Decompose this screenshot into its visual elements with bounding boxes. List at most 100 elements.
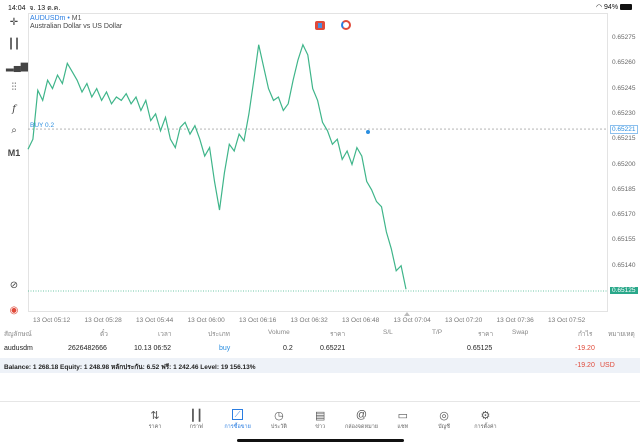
chart-type-icon[interactable]: ┃┃ — [7, 39, 21, 50]
function-icon[interactable]: f — [12, 104, 16, 115]
balance-bar: Balance: 1 268.18 Equity: 1 248.98 หลักป… — [0, 358, 640, 373]
nav-label: กราฟ — [189, 424, 203, 430]
x-tick-label: 13 Oct 07:20 — [445, 317, 483, 324]
position-current-price: 0.65125 — [467, 345, 493, 352]
nav-label: ราคา — [148, 424, 162, 430]
x-tick-label: 13 Oct 06:48 — [342, 317, 380, 324]
account-icon: ◎ — [439, 410, 449, 422]
nav-divider — [0, 401, 640, 402]
y-tick-label: 0.65275 — [612, 34, 636, 41]
x-tick-label: 13 Oct 06:00 — [187, 317, 225, 324]
x-tick-label: 13 Oct 05:44 — [136, 317, 174, 324]
y-tick-label: 0.65185 — [612, 185, 636, 193]
indicators-icon[interactable]: ▂▄▆ — [6, 61, 29, 72]
y-tick-label: 0.65140 — [612, 261, 636, 269]
order-entry-marker[interactable] — [366, 130, 370, 134]
chat-icon: ▭ — [397, 410, 408, 422]
order-line-label[interactable]: BUY 0.2 — [30, 122, 55, 129]
wifi-icon: ◠ — [595, 4, 603, 11]
current-price-label: 0.65125 — [610, 287, 638, 294]
y-tick-label: 0.65260 — [612, 59, 636, 67]
crosshair-icon[interactable]: ✛ — [9, 17, 19, 28]
currency: USD — [600, 362, 615, 369]
y-tick-label: 0.65170 — [612, 211, 636, 219]
timeframe: M1 — [71, 15, 82, 22]
column-header[interactable]: กำไร — [578, 331, 593, 338]
nav-account[interactable]: ◎ บัญชี — [424, 409, 464, 431]
column-header[interactable]: เวลา — [158, 331, 172, 338]
battery-icon — [620, 4, 632, 11]
y-tick-label: 0.65200 — [612, 160, 636, 168]
position-volume: 0.2 — [283, 345, 293, 352]
symbol-description: Australian Dollar vs US Dollar — [30, 23, 123, 30]
nav-mailbox[interactable]: @ กล่องจดหมาย — [342, 409, 382, 431]
trade-panel-icon[interactable]: ◉ — [9, 305, 19, 316]
nav-news[interactable]: ▤ ข่าว — [300, 409, 340, 431]
column-header[interactable]: ราคา — [478, 331, 494, 338]
position-type: buy — [219, 345, 231, 352]
x-tick-label: 13 Oct 05:12 — [33, 317, 71, 324]
column-header[interactable]: สัญลักษณ์ — [4, 331, 32, 338]
status-right: ◠ 94% — [596, 3, 632, 11]
date: จ. 13 ต.ค. — [29, 5, 61, 12]
nav-label: บัญชี — [438, 424, 451, 430]
x-tick-label: 13 Oct 07:04 — [393, 317, 431, 324]
order-price-label: 0.65221 — [610, 125, 638, 134]
y-tick-label: 0.65155 — [612, 236, 636, 244]
x-tick-label: 13 Oct 06:32 — [290, 317, 328, 324]
chart-title: AUDUSDm • M1 — [30, 15, 81, 22]
battery-level: 94% — [604, 4, 619, 11]
column-header[interactable]: S/L — [383, 329, 393, 336]
mailbox-icon: @ — [355, 409, 368, 421]
trade-icon: ⟋ — [232, 409, 244, 420]
nav-chart[interactable]: ┃┃ กราฟ — [176, 409, 216, 431]
column-header[interactable]: ตั๋ว — [100, 331, 108, 338]
zoom-chart-icon[interactable]: ⊘ — [9, 280, 19, 291]
x-tick-label: 13 Oct 05:28 — [84, 317, 122, 324]
position-ticket: 2626482666 — [68, 345, 107, 352]
column-header[interactable]: หมายเหตุ — [608, 331, 635, 338]
nav-settings[interactable]: ⚙ การตั้งค่า — [465, 409, 505, 431]
separator: • — [67, 15, 70, 22]
position-symbol[interactable]: audusdm — [4, 345, 33, 352]
position-time: 10.13 06:52 — [134, 345, 171, 352]
signals-icon[interactable] — [341, 20, 351, 30]
nav-label: การตั้งค่า — [474, 424, 497, 430]
nav-quotes[interactable]: ⇅ ราคา — [135, 409, 175, 431]
position-open-price: 0.65221 — [320, 345, 346, 352]
timeframe-button[interactable]: M1 — [7, 148, 21, 158]
column-header[interactable]: Swap — [512, 329, 529, 336]
x-tick-label: 13 Oct 06:16 — [239, 317, 277, 324]
settings-icon: ⚙ — [480, 410, 491, 422]
column-header[interactable]: ราคา — [330, 331, 346, 338]
nav-history[interactable]: ◷ ประวัติ — [259, 409, 299, 431]
column-header[interactable]: T/P — [432, 329, 443, 336]
y-tick-label: 0.65230 — [612, 109, 636, 117]
symbol: AUDUSDm — [30, 15, 66, 22]
time: 14:04 — [8, 5, 26, 12]
nav-label: แชท — [397, 424, 409, 430]
one-click-trading-icon[interactable] — [315, 21, 325, 30]
quotes-icon: ⇅ — [150, 410, 160, 422]
y-tick-label: 0.65245 — [612, 84, 636, 92]
column-header[interactable]: Volume — [268, 329, 290, 336]
column-header[interactable]: ประเภท — [208, 331, 230, 338]
balance-summary: Balance: 1 268.18 Equity: 1 248.98 หลักป… — [4, 364, 256, 371]
objects-icon[interactable]: ⌕ — [11, 125, 17, 136]
chart-shift-marker[interactable] — [404, 312, 410, 316]
x-tick-label: 13 Oct 07:36 — [496, 317, 534, 324]
nav-label: ประวัติ — [270, 424, 287, 430]
chart-area[interactable] — [28, 13, 608, 312]
price-line — [27, 43, 407, 290]
nav-label: ข่าว — [315, 424, 326, 430]
nav-chat[interactable]: ▭ แชท — [383, 409, 423, 431]
position-profit: -19.20 — [575, 345, 595, 352]
settings-sliders-icon[interactable]: ⫶⫶ — [11, 82, 17, 93]
history-icon: ◷ — [274, 410, 284, 422]
nav-label: การซื้อขาย — [224, 424, 251, 430]
nav-trade[interactable]: ⟋ การซื้อขาย — [218, 409, 258, 431]
x-tick-label: 13 Oct 07:52 — [548, 317, 586, 324]
home-indicator[interactable] — [237, 439, 404, 442]
status-time: 14:04 จ. 13 ต.ค. — [8, 3, 60, 14]
